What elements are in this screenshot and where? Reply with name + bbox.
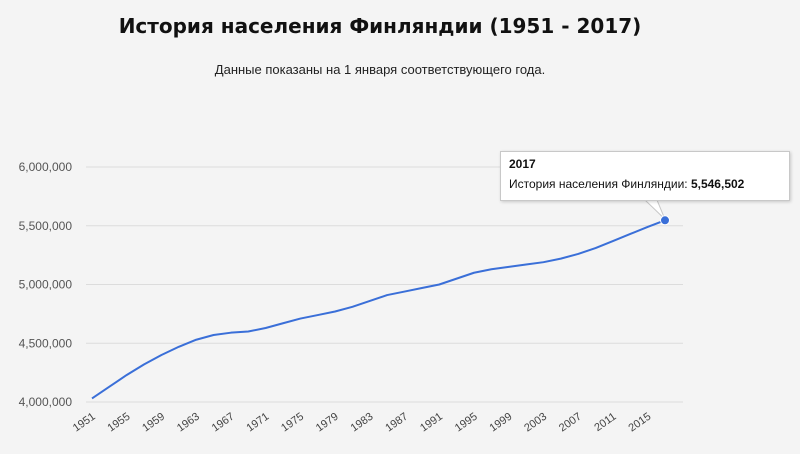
y-tick-label: 4,500,000 [19, 336, 73, 350]
x-tick-label: 2011 [592, 411, 618, 434]
x-tick-label: 1959 [140, 411, 167, 435]
x-tick-label: 1999 [488, 411, 515, 435]
x-axis-ticks: 1951 1955 1959 1963 1967 1971 1975 1979 1983 1987… [71, 411, 654, 435]
tooltip-value: 5,546,502 [690, 177, 745, 191]
data-tooltip: 2017 История населения Финляндии: 5,546,… [500, 151, 790, 201]
series-group [91, 199, 670, 400]
tooltip-series-label: История населения Финляндии: [509, 177, 688, 191]
y-tick-label: 5,000,000 [19, 278, 73, 292]
x-tick-label: 2015 [626, 411, 653, 435]
x-tick-label: 1983 [349, 411, 376, 435]
x-tick-label: 1995 [453, 411, 480, 435]
tooltip-year: 2017 [509, 157, 536, 171]
highlighted-data-point[interactable] [660, 215, 670, 226]
x-tick-label: 1975 [279, 411, 306, 435]
chart-subtitle: Данные показаны на 1 января соответствую… [214, 62, 546, 77]
y-tick-label: 6,000,000 [19, 160, 73, 174]
x-tick-label: 1991 [418, 411, 445, 435]
x-tick-label: 2007 [557, 411, 584, 435]
x-tick-label: 1987 [383, 411, 410, 435]
gridlines [86, 166, 683, 403]
x-tick-label: 1967 [210, 411, 237, 435]
y-tick-label: 5,500,000 [19, 219, 73, 233]
x-tick-label: 1963 [175, 411, 202, 435]
x-tick-label: 1979 [314, 411, 341, 435]
chart-title: История населения Финляндии (1951 - 2017… [118, 14, 642, 38]
x-tick-label: 2003 [522, 411, 549, 435]
tooltip-row: История населения Финляндии: 5,546,502 [509, 177, 781, 191]
x-tick-label: 1955 [106, 411, 133, 435]
x-tick-label: 1951 [71, 411, 98, 435]
y-tick-label: 4,000,000 [19, 395, 73, 409]
y-axis-ticks: 4,000,000 4,500,000 5,000,000 5,500,000 6,00… [19, 160, 73, 409]
series-line [91, 219, 666, 400]
x-tick-label: 1971 [244, 411, 271, 435]
